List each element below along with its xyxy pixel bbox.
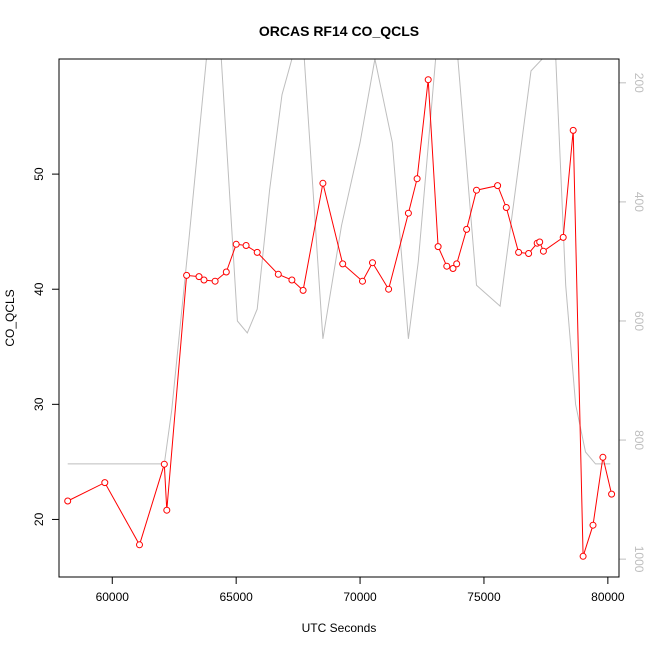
data-point	[385, 285, 393, 293]
y2-tick-label: 1000	[632, 546, 646, 573]
data-point	[319, 179, 327, 187]
data-point	[183, 271, 191, 279]
data-point	[449, 265, 457, 272]
secondary-series	[67, 58, 611, 465]
y-tick-label: 40	[32, 282, 46, 296]
y2-tick-label: 200	[632, 73, 646, 93]
primary-series-line	[67, 79, 613, 557]
x-axis-label: UTC Seconds	[302, 621, 377, 635]
y-tick-label: 30	[32, 397, 46, 411]
data-point	[299, 286, 307, 294]
x-axis: 60000 65000 70000 75000 80000	[96, 576, 625, 604]
data-point	[599, 453, 607, 461]
data-point	[242, 242, 250, 249]
data-point	[359, 277, 366, 285]
data-point	[473, 186, 480, 194]
data-point	[453, 260, 461, 268]
y2-tick-label: 400	[632, 192, 646, 212]
data-point	[288, 276, 296, 284]
y-tick-label: 20	[32, 512, 46, 526]
data-point	[569, 126, 577, 134]
data-point	[502, 204, 510, 211]
data-point	[101, 479, 109, 487]
data-point	[200, 276, 208, 284]
x-tick-label: 60000	[96, 590, 130, 604]
data-point	[339, 260, 347, 268]
y2-tick-label: 800	[632, 430, 646, 450]
data-point	[515, 248, 523, 256]
x-tick-label: 65000	[219, 590, 253, 604]
plot-frame	[58, 58, 620, 578]
data-point	[434, 243, 442, 251]
data-point	[195, 273, 203, 281]
data-point	[253, 248, 261, 256]
data-point	[160, 460, 168, 468]
chart-title: ORCAS RF14 CO_QCLS	[259, 23, 419, 39]
data-point	[536, 238, 544, 246]
data-point	[136, 541, 143, 549]
secondary-series-line	[67, 58, 611, 465]
x-tick-label: 80000	[591, 590, 625, 604]
data-point	[559, 233, 567, 241]
data-point	[413, 175, 421, 183]
data-point	[608, 490, 616, 498]
y2-tick-label: 600	[632, 311, 646, 331]
data-point	[579, 552, 587, 560]
data-point	[274, 270, 282, 278]
data-point	[525, 250, 533, 257]
data-point	[494, 182, 502, 190]
data-point	[211, 277, 219, 285]
data-point	[369, 259, 376, 267]
data-point	[163, 506, 171, 514]
x-tick-label: 75000	[467, 590, 501, 604]
data-point	[539, 247, 547, 255]
y2-axis: 200 400 600 800 1000	[618, 73, 646, 573]
y-axis-label: CO_QCLS	[3, 289, 17, 346]
data-point	[424, 76, 432, 84]
data-point	[404, 209, 412, 217]
data-point	[232, 240, 240, 248]
y-axis: 20 30 40 50	[32, 167, 60, 526]
x-tick-label: 70000	[343, 590, 377, 604]
data-point	[64, 497, 72, 505]
primary-series	[64, 76, 616, 560]
data-point	[222, 268, 230, 276]
y-tick-label: 50	[32, 167, 46, 181]
data-point	[589, 521, 597, 529]
data-point	[443, 262, 451, 270]
data-point	[463, 225, 471, 233]
